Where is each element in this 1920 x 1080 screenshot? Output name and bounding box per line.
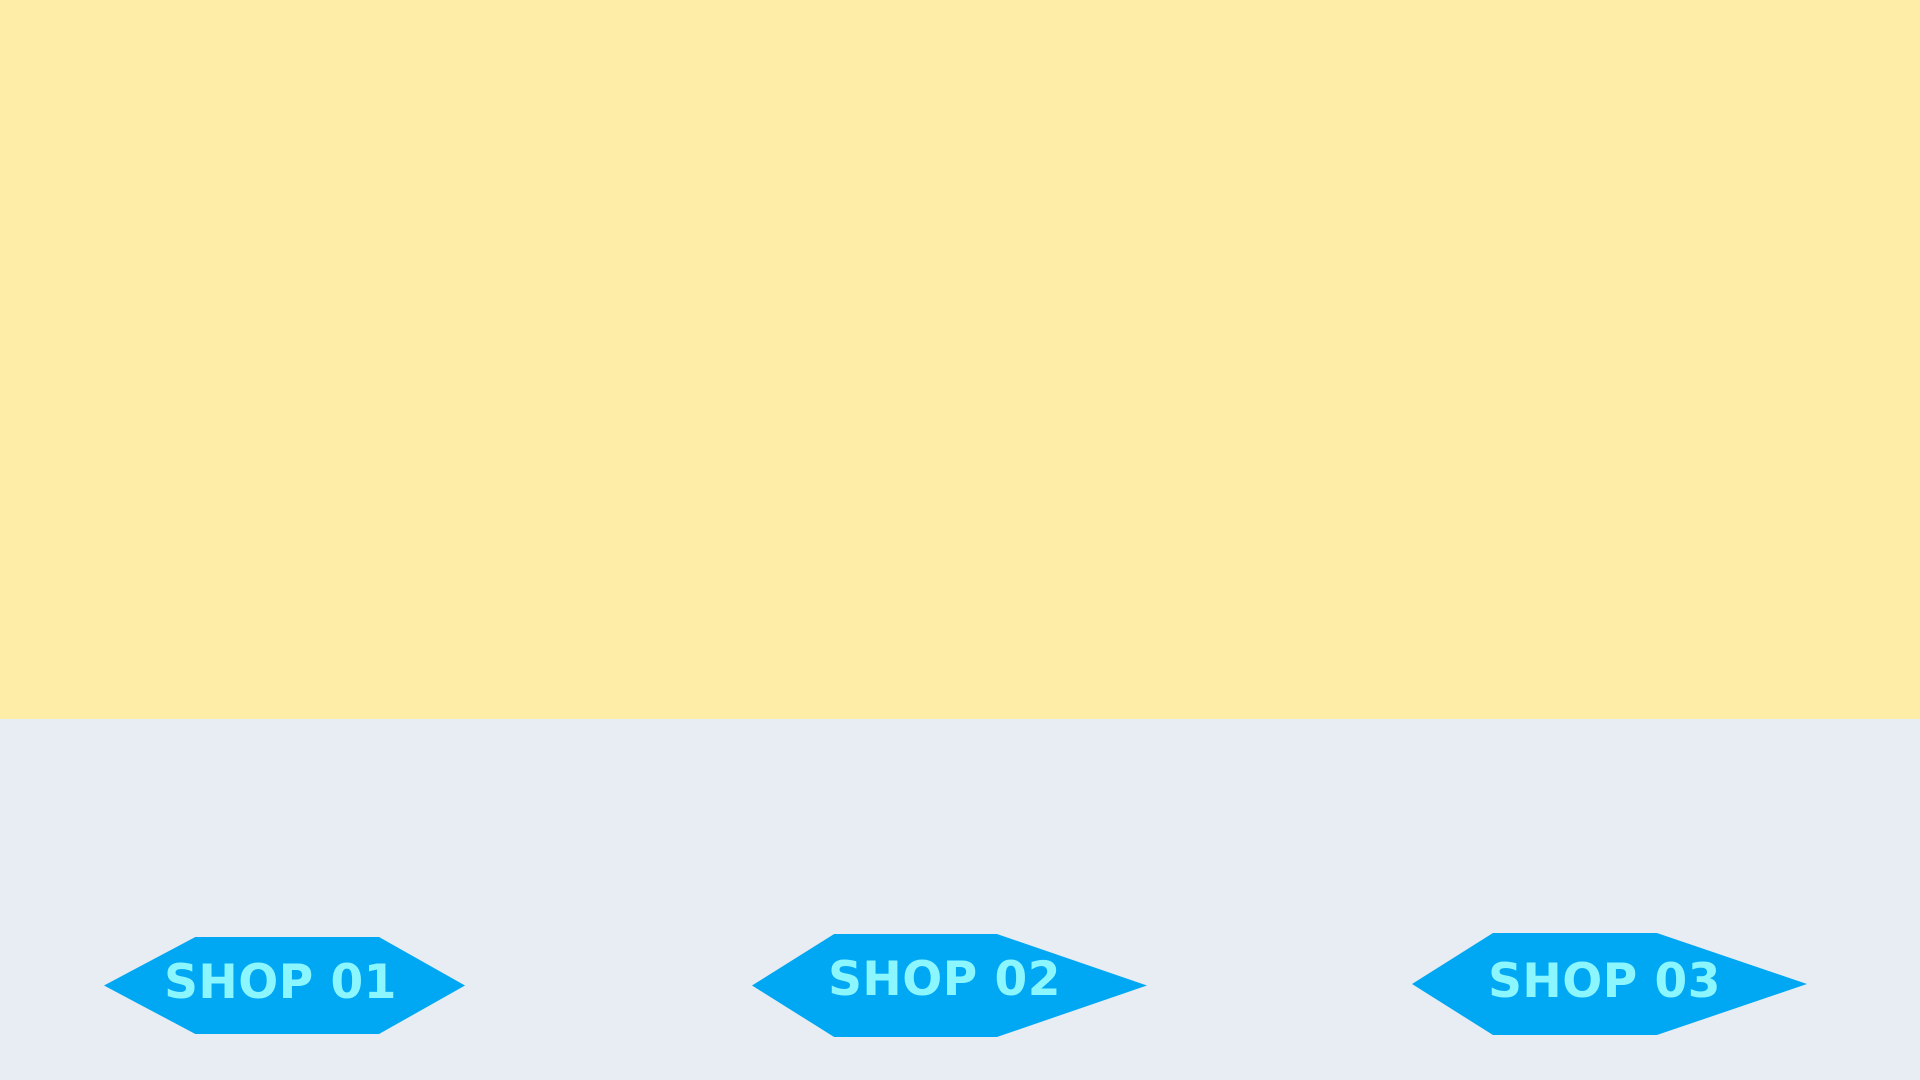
shop-01-label: SHOP 01 [164, 955, 397, 1010]
shop-03-label: SHOP 03 [1488, 953, 1721, 1009]
shop-02-label: SHOP 02 [828, 952, 1061, 1007]
content-area [0, 0, 1920, 719]
